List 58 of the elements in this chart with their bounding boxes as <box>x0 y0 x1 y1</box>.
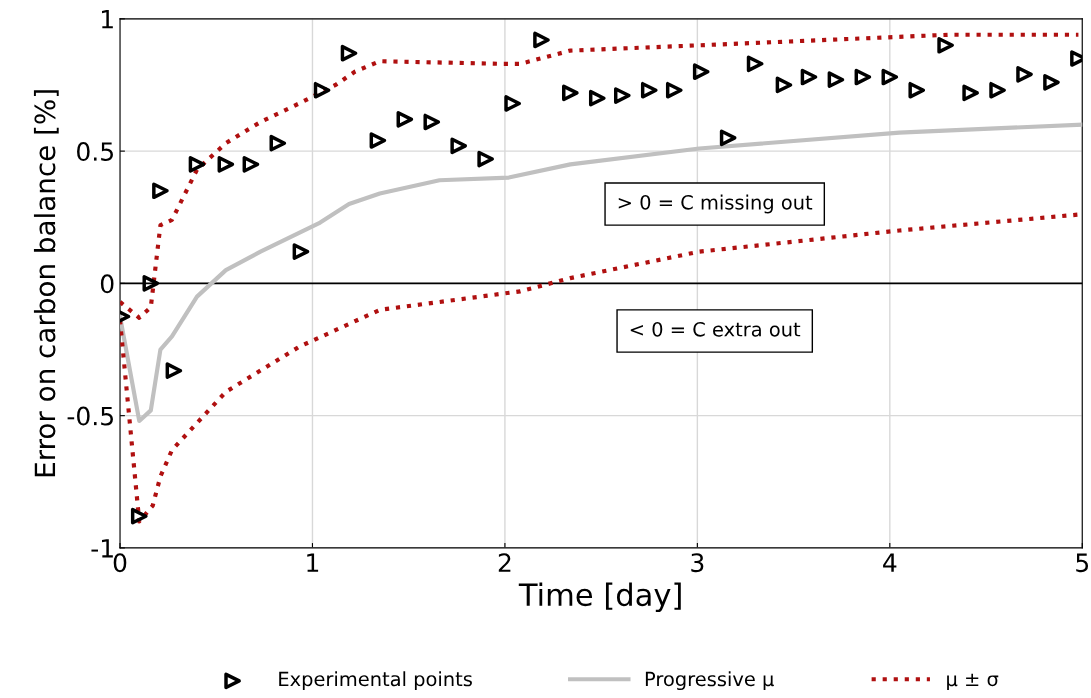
point <box>827 71 845 89</box>
line-series <box>120 212 1081 524</box>
y-tick-label: 1 <box>101 10 113 29</box>
point <box>989 81 1006 99</box>
point <box>746 55 764 73</box>
point <box>1043 74 1060 91</box>
point <box>142 275 160 292</box>
x-tick-label: 1 <box>307 553 319 572</box>
point <box>800 68 818 86</box>
point <box>396 111 414 128</box>
point <box>937 36 954 54</box>
legend-label: Experimental points <box>279 671 472 691</box>
annotation: < 0 = C extra out <box>630 321 801 337</box>
point <box>423 113 441 131</box>
point <box>340 44 358 62</box>
y-tick-label: -0.5 <box>67 406 113 426</box>
x-axis-title: Time [day] <box>518 582 681 613</box>
legend-label: μ ± σ <box>947 673 999 691</box>
point <box>450 137 468 155</box>
point <box>152 182 169 200</box>
point <box>613 87 631 104</box>
point <box>130 507 148 525</box>
point <box>504 95 521 112</box>
y-axis-title: Error on carbon balance [%] <box>33 90 59 477</box>
point <box>908 81 926 99</box>
point <box>719 129 737 147</box>
point <box>665 81 683 99</box>
point <box>188 156 206 173</box>
point <box>640 81 658 99</box>
point <box>313 81 331 99</box>
point <box>533 31 550 49</box>
x-tick-label: 5 <box>1076 553 1089 573</box>
y-tick-label: 0.5 <box>77 142 113 161</box>
point <box>269 134 287 152</box>
point <box>854 68 872 86</box>
x-tick-label: 3 <box>691 553 704 573</box>
point <box>292 243 310 260</box>
annotation: > 0 = C missing out <box>618 194 813 214</box>
point <box>962 84 979 102</box>
point <box>369 132 387 149</box>
legend-label: Progressive μ <box>645 671 774 691</box>
line-series <box>120 122 1083 424</box>
y-tick-label: -1 <box>91 539 113 558</box>
point <box>1016 66 1033 83</box>
point <box>217 156 235 173</box>
y-tick-label: 0 <box>100 274 114 294</box>
point <box>588 89 606 107</box>
point <box>477 150 494 168</box>
x-tick-label: 0 <box>113 553 127 573</box>
point <box>881 68 899 86</box>
x-tick-label: 4 <box>883 553 897 572</box>
x-tick-label: 2 <box>498 553 511 572</box>
point <box>242 156 260 173</box>
line-series <box>120 32 1081 320</box>
point <box>165 362 183 380</box>
point <box>692 63 710 81</box>
point <box>562 84 579 102</box>
point <box>775 76 793 94</box>
